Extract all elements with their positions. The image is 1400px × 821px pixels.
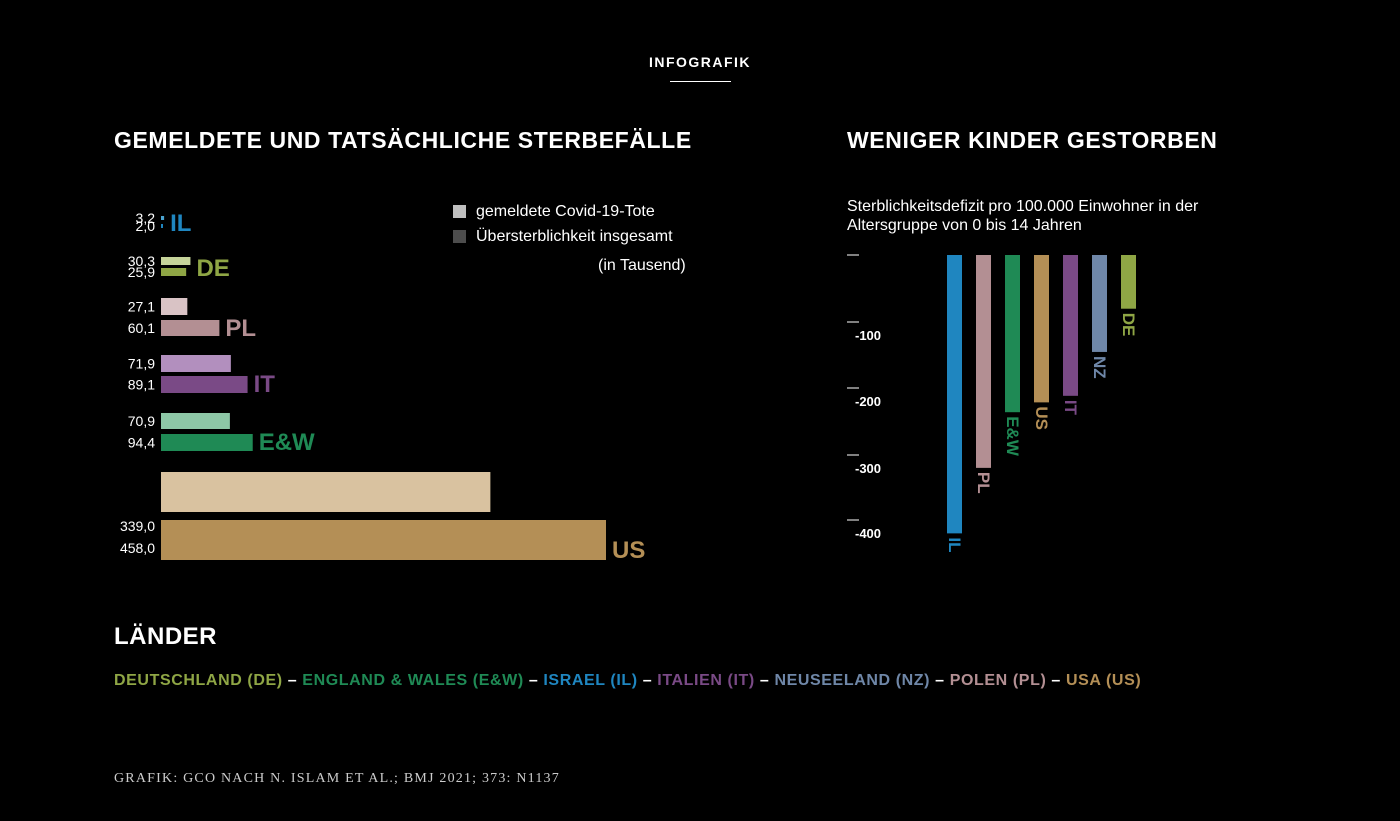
bar-excess-de xyxy=(161,268,187,276)
bar-label-de: DE xyxy=(1119,313,1138,337)
country-code-label-us: US xyxy=(612,537,645,564)
country-separator: – xyxy=(930,672,950,689)
bar-de xyxy=(1121,255,1136,309)
value-label-excess-il: 2,0 xyxy=(136,218,156,234)
bar-label-ew: E&W xyxy=(1003,416,1022,457)
legend-unit: (in Tausend) xyxy=(598,257,686,274)
country-separator: – xyxy=(754,672,775,689)
value-label-excess-pl: 60,1 xyxy=(128,320,155,336)
bar-label-us: US xyxy=(1032,406,1051,430)
value-label-excess-ew: 94,4 xyxy=(128,435,155,451)
country-separator: – xyxy=(1046,672,1066,689)
value-label-reported-de: 30,3 xyxy=(128,253,155,269)
bar-ew xyxy=(1005,255,1020,413)
bar-reported-ew xyxy=(161,413,230,429)
country-item: DEUTSCHLAND (DE) xyxy=(114,672,283,689)
bar-reported-pl xyxy=(161,298,188,315)
bar-pl xyxy=(976,255,991,468)
bar-il xyxy=(947,255,962,534)
left-chart-title: GEMELDETE UND TATSÄCHLICHE STERBEFÄLLE xyxy=(114,127,692,153)
country-item: USA (US) xyxy=(1065,672,1142,689)
bar-it xyxy=(1063,255,1078,396)
countries-list: DEUTSCHLAND (DE) – ENGLAND & WALES (E&W)… xyxy=(114,672,1141,690)
bar-label-il: IL xyxy=(945,537,964,552)
bar-nz xyxy=(1092,255,1107,352)
country-code-label-pl: PL xyxy=(225,315,256,342)
country-separator: – xyxy=(637,672,658,689)
bar-label-nz: NZ xyxy=(1090,356,1109,379)
right-chart-title: WENIGER KINDER GESTORBEN xyxy=(847,127,1218,153)
value-label-reported-pl: 27,1 xyxy=(128,299,155,315)
country-item: NEUSEELAND (NZ) xyxy=(774,672,931,689)
value-label-excess-it: 89,1 xyxy=(128,377,155,393)
country-separator: – xyxy=(523,672,544,689)
bar-excess-pl xyxy=(161,320,220,336)
bar-reported-it xyxy=(161,355,231,372)
bar-excess-it xyxy=(161,376,248,393)
legend-swatch-excess xyxy=(453,230,466,243)
country-code-label-it: IT xyxy=(254,371,276,398)
country-code-label-il: IL xyxy=(170,210,191,237)
bar-us xyxy=(1034,255,1049,403)
country-code-label-ew: E&W xyxy=(259,429,315,456)
bar-excess-us xyxy=(161,520,606,560)
value-label-reported-us: 339,0 xyxy=(120,518,155,534)
country-code-label-de: DE xyxy=(196,255,229,282)
country-item: ENGLAND & WALES (E&W) xyxy=(302,672,524,689)
y-tick-label-3: -300 xyxy=(855,461,881,476)
value-label-excess-de: 25,9 xyxy=(128,264,155,280)
y-tick-label-2: -200 xyxy=(855,394,881,409)
legend-excess: Übersterblichkeit insgesamt xyxy=(476,228,673,245)
bar-reported-de xyxy=(161,257,191,265)
legend-reported: gemeldete Covid-19-Tote xyxy=(476,203,655,220)
right-chart-subtitle: Sterblichkeitsdefizit pro 100.000 Einwoh… xyxy=(847,198,1199,234)
legend-swatch-reported xyxy=(453,205,466,218)
y-tick-label-4: -400 xyxy=(855,526,881,541)
bar-reported-us xyxy=(161,472,491,512)
bar-label-it: IT xyxy=(1061,400,1080,416)
value-label-reported-il: 3,2 xyxy=(136,210,156,226)
kicker-underline xyxy=(670,81,731,82)
country-item: ITALIEN (IT) xyxy=(657,672,755,689)
countries-title: LÄNDER xyxy=(114,623,217,650)
country-item: POLEN (PL) xyxy=(949,672,1047,689)
country-separator: – xyxy=(282,672,303,689)
value-label-excess-us: 458,0 xyxy=(120,540,155,556)
bar-excess-ew xyxy=(161,434,253,451)
bar-reported-il xyxy=(161,216,165,220)
value-label-reported-ew: 70,9 xyxy=(128,413,155,429)
source-credit: GRAFIK: GCO NACH N. ISLAM ET AL.; BMJ 20… xyxy=(114,771,560,786)
kicker: INFOGRAFIK xyxy=(648,54,752,70)
bar-label-pl: PL xyxy=(974,472,993,494)
bar-excess-il xyxy=(161,224,163,228)
value-label-reported-it: 71,9 xyxy=(128,356,155,372)
country-item: ISRAEL (IL) xyxy=(543,672,638,689)
y-tick-label-1: -100 xyxy=(855,328,881,343)
